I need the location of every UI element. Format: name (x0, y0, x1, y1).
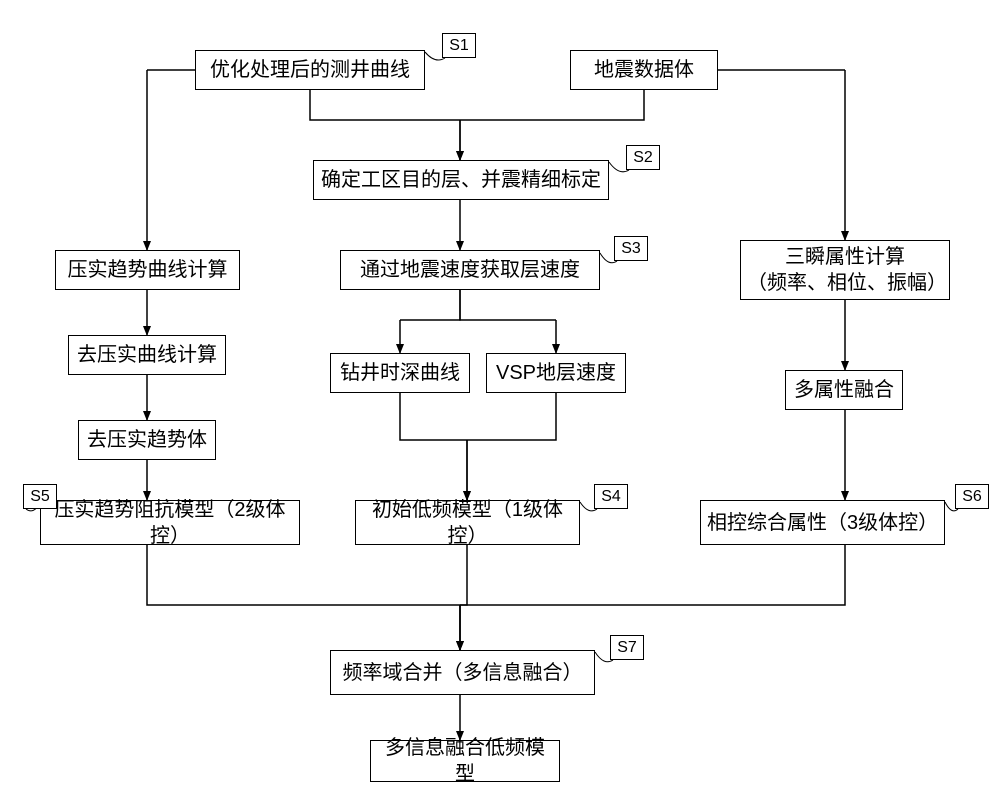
step-label-l_s3: S3 (614, 236, 648, 261)
step-label-l_s5: S5 (23, 484, 57, 509)
flow-node-b_s5: 压实趋势阻抗模型（2级体控） (40, 500, 300, 545)
flow-node-text: 压实趋势阻抗模型（2级体控） (47, 497, 293, 549)
step-label-text: S7 (617, 639, 637, 657)
step-label-text: S5 (30, 488, 50, 506)
flow-node-b_drill: 钻井时深曲线 (330, 353, 470, 393)
flow-node-text: VSP地层速度 (496, 360, 616, 386)
flow-node-b_attr: 三瞬属性计算 （频率、相位、振幅） (740, 240, 950, 300)
flow-node-text: 确定工区目的层、并震精细标定 (321, 167, 601, 193)
flow-node-text: 钻井时深曲线 (340, 360, 460, 386)
flow-node-b_s4: 初始低频模型（1级体控） (355, 500, 580, 545)
flow-node-b_seis: 地震数据体 (570, 50, 718, 90)
flow-node-b_out: 多信息融合低频模型 (370, 740, 560, 782)
step-label-l_s2: S2 (626, 145, 660, 170)
step-label-l_s7: S7 (610, 635, 644, 660)
flow-node-b_s7: 频率域合并（多信息融合） (330, 650, 595, 695)
flow-node-text: 优化处理后的测井曲线 (210, 57, 410, 83)
flow-node-b_s1: 优化处理后的测井曲线 (195, 50, 425, 90)
flow-node-text: 通过地震速度获取层速度 (360, 257, 580, 283)
step-label-text: S6 (962, 488, 982, 506)
step-label-l_s4: S4 (594, 484, 628, 509)
flow-node-text: 去压实趋势体 (87, 427, 207, 453)
flow-node-text: 地震数据体 (594, 57, 694, 83)
step-label-l_s1: S1 (442, 33, 476, 58)
flow-node-b_c1: 压实趋势曲线计算 (55, 250, 240, 290)
step-label-l_s6: S6 (955, 484, 989, 509)
flow-node-text: 多信息融合低频模型 (377, 735, 553, 787)
flow-node-text: 多属性融合 (794, 377, 894, 403)
flow-node-b_vsp: VSP地层速度 (486, 353, 626, 393)
flow-node-text: 去压实曲线计算 (77, 342, 217, 368)
flow-node-b_fuse: 多属性融合 (785, 370, 903, 410)
flow-node-text: 压实趋势曲线计算 (68, 257, 228, 283)
flow-node-text: 初始低频模型（1级体控） (362, 497, 573, 549)
step-label-text: S4 (601, 488, 621, 506)
flow-node-text: 相控综合属性（3级体控） (707, 510, 938, 536)
flow-node-text: 三瞬属性计算 （频率、相位、振幅） (747, 244, 943, 296)
step-label-text: S3 (621, 240, 641, 258)
flow-node-b_s6: 相控综合属性（3级体控） (700, 500, 945, 545)
flow-node-b_s2: 确定工区目的层、并震精细标定 (313, 160, 609, 200)
flow-node-b_c3: 去压实趋势体 (78, 420, 216, 460)
flow-node-text: 频率域合并（多信息融合） (343, 660, 583, 686)
step-label-text: S1 (449, 37, 469, 55)
flow-node-b_c2: 去压实曲线计算 (68, 335, 226, 375)
flow-node-b_s3: 通过地震速度获取层速度 (340, 250, 600, 290)
step-label-text: S2 (633, 149, 653, 167)
